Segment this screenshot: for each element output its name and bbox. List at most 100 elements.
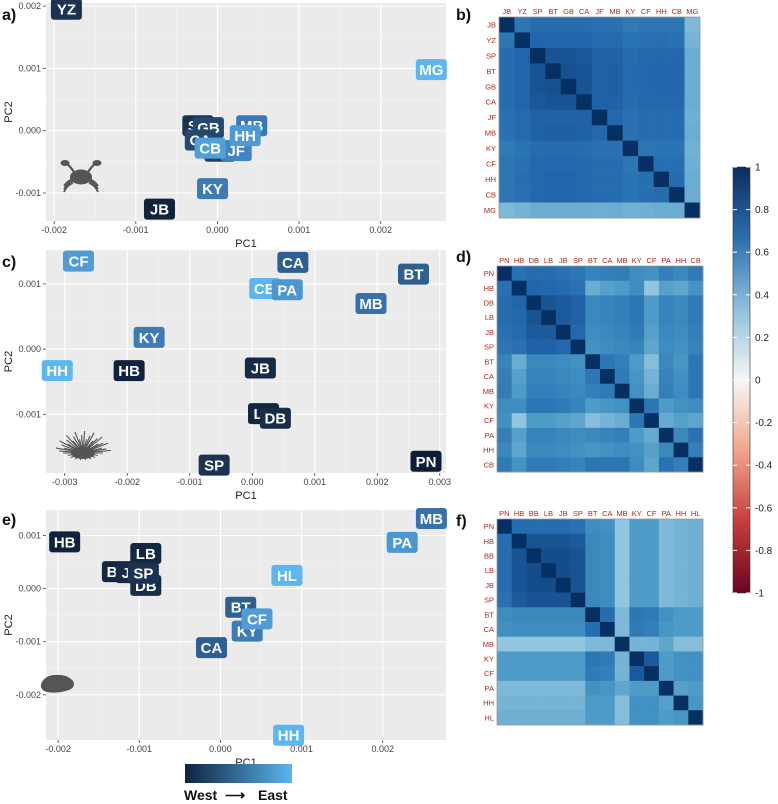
point-LB: LB (130, 543, 162, 565)
heatmap-cell (600, 680, 616, 696)
point-label: HH (46, 363, 68, 380)
heatmap-cell (644, 563, 660, 579)
heatmap-row-label: PA (485, 431, 494, 440)
point-label: CF (69, 254, 89, 271)
heatmap-row-label: YZ (486, 36, 496, 45)
heatmap-cell (514, 156, 531, 172)
heatmap-cell (673, 695, 689, 711)
heatmap-cell (644, 442, 660, 458)
heatmap-row-label: HL (484, 713, 494, 722)
heatmap-cell (591, 17, 608, 33)
heatmap-cell (591, 187, 608, 203)
heatmap-cell (688, 519, 704, 535)
heatmap-cell (545, 32, 562, 49)
y-axis-title: PC2 (3, 351, 15, 372)
heatmap-cell (658, 427, 674, 443)
heatmap-cell (585, 280, 601, 296)
heatmap-cell (497, 442, 513, 458)
heatmap-col-label: HL (691, 509, 701, 518)
point-label: PN (416, 454, 437, 471)
heatmap-cell (560, 94, 577, 111)
heatmap-col-label: BT (588, 256, 598, 265)
heatmap-cell (555, 519, 571, 535)
heatmap-cell (600, 622, 616, 638)
heatmap-cell (585, 636, 601, 652)
heatmap-col-label: MB (609, 7, 620, 16)
heatmap-cell (614, 427, 630, 443)
heatmap-cell (653, 125, 670, 141)
heatmap-cell (514, 32, 531, 49)
heatmap-cell (585, 695, 601, 711)
legend-east-label: East (258, 787, 288, 803)
heatmap-cell (653, 32, 670, 49)
point-CA: CA (196, 637, 228, 659)
heatmap-cell (545, 94, 562, 111)
panel-label-b: b) (456, 7, 471, 24)
point-label: JF (227, 143, 245, 160)
heatmap-row-label: CA (486, 98, 496, 107)
heatmap-cell (541, 369, 557, 385)
heatmap-cell (658, 280, 674, 296)
heatmap-cell (499, 156, 515, 172)
heatmap-cell (669, 156, 685, 172)
gradient-legend-bar (185, 764, 292, 783)
panel-label-f: f) (456, 513, 467, 530)
heatmap-cell (497, 310, 513, 326)
heatmap-cell (585, 622, 601, 638)
heatmap-cell (511, 413, 527, 429)
heatmap-cell (622, 202, 639, 219)
heatmap-col-label: CB (672, 7, 682, 16)
point-label: JB (251, 361, 270, 378)
heatmap-cell (684, 187, 701, 203)
heatmap-cell (600, 266, 616, 282)
heatmap-cell (673, 324, 689, 340)
heatmap-cell (653, 47, 670, 64)
heatmap-cell (638, 140, 654, 157)
heatmap-cell (684, 78, 701, 95)
heatmap-col-label: GB (563, 7, 574, 16)
point-label: SP (133, 566, 153, 583)
heatmap-cell (644, 636, 660, 652)
heatmap-cell (511, 519, 527, 535)
heatmap-cell (585, 383, 601, 399)
point-MB: MB (415, 507, 447, 529)
heatmap-cell (591, 140, 608, 157)
heatmap-cell (669, 94, 685, 111)
heatmap-cell (653, 171, 670, 188)
heatmap-col-label: SP (533, 7, 543, 16)
point-box (259, 407, 291, 429)
heatmap-cell (638, 109, 654, 126)
heatmap-cell (545, 17, 562, 33)
heatmap-cell (658, 607, 674, 623)
heatmap-cell (526, 383, 542, 399)
heatmap-cell (614, 266, 630, 282)
heatmap-cell (585, 519, 601, 535)
heatmap-cell (622, 94, 639, 111)
heatmap-cell (585, 577, 601, 593)
heatmap-cell (526, 563, 542, 579)
heatmap-col-label: MB (616, 256, 627, 265)
heatmap-cell (644, 354, 660, 370)
heatmap-cell (658, 369, 674, 385)
heatmap-cell (600, 295, 616, 311)
heatmap-cell (511, 427, 527, 443)
heatmap-cell (526, 710, 542, 726)
heatmap-cell (614, 695, 630, 711)
heatmap-cell (688, 354, 704, 370)
x-tick-label: 0.002 (369, 225, 392, 235)
heatmap-cell (511, 710, 527, 726)
heatmap-cell (673, 457, 689, 473)
heatmap-cell (688, 592, 704, 608)
point-box (196, 637, 228, 659)
heatmap-cell (497, 533, 513, 549)
heatmap-cell (576, 63, 593, 80)
heatmap-cell (658, 383, 674, 399)
heatmap-cell (576, 187, 593, 203)
heatmap-row-label: KY (484, 654, 494, 663)
heatmap-cell (555, 680, 571, 696)
heatmap-row-label: CF (484, 669, 494, 678)
heatmap-cell (688, 324, 704, 340)
heatmap-cell (526, 577, 542, 593)
point-label: MG (419, 62, 443, 79)
